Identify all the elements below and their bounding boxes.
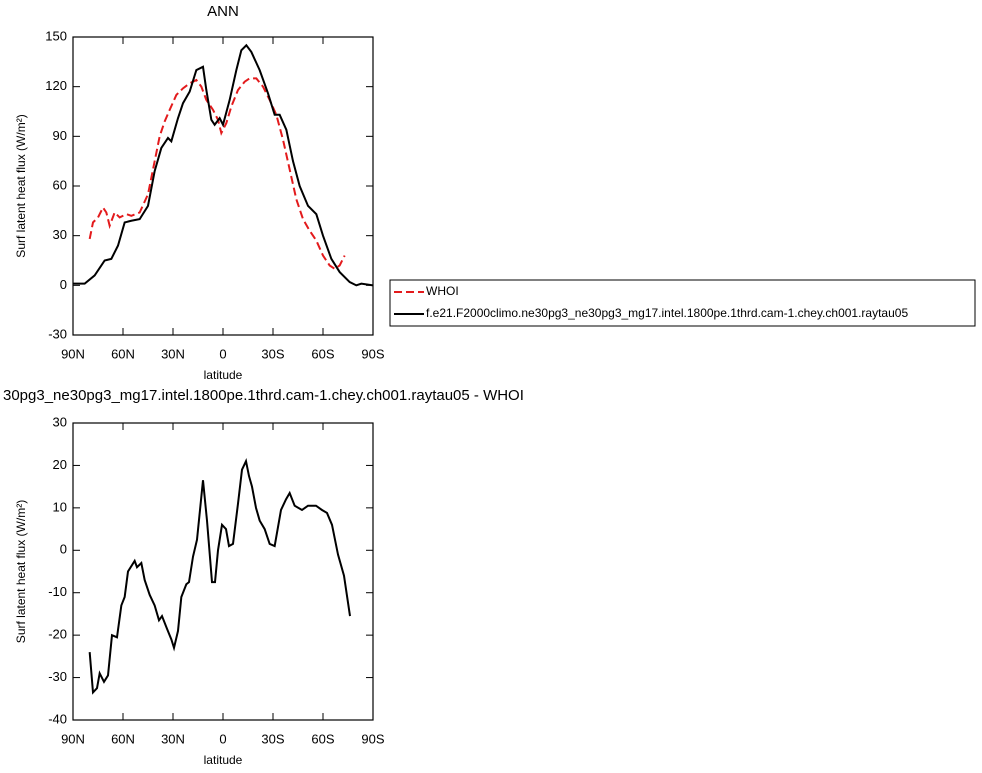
y-tick-label: 60: [53, 177, 67, 192]
x-tick-label: 0: [219, 731, 226, 746]
legend-label: WHOI: [426, 284, 459, 298]
y-tick-label: 30: [53, 414, 67, 429]
x-tick-label: 30S: [261, 346, 284, 361]
chart-title: ANN: [207, 3, 239, 20]
y-tick-label: -30: [48, 326, 67, 341]
y-tick-label: 90: [53, 128, 67, 143]
y-tick-label: 120: [45, 78, 67, 93]
data-line: [73, 43, 374, 287]
legend-box: [389, 279, 976, 327]
x-axis-label: latitude: [204, 368, 243, 382]
chart-title: 30pg3_ne30pg3_mg17.intel.1800pe.1thrd.ca…: [3, 387, 524, 404]
y-tick-label: 10: [53, 499, 67, 514]
x-tick-label: 0: [219, 346, 226, 361]
x-tick-label: 90N: [61, 346, 85, 361]
y-axis-label: Surf latent heat flux (W/m²): [14, 500, 28, 643]
x-tick-label: 30N: [161, 346, 185, 361]
x-tick-label: 30N: [161, 731, 185, 746]
y-tick-label: -40: [48, 711, 67, 726]
plot-frame: [72, 422, 374, 721]
y-tick-label: 150: [45, 28, 67, 43]
x-tick-label: 90S: [361, 346, 384, 361]
y-tick-label: -10: [48, 584, 67, 599]
x-tick-label: 60N: [111, 346, 135, 361]
y-tick-label: 0: [60, 542, 67, 557]
x-tick-label: 60S: [311, 731, 334, 746]
x-tick-label: 60N: [111, 731, 135, 746]
y-tick-label: 20: [53, 457, 67, 472]
data-line: [88, 77, 346, 270]
y-axis-label: Surf latent heat flux (W/m²): [14, 114, 28, 257]
y-tick-label: -30: [48, 669, 67, 684]
y-tick-label: 30: [53, 227, 67, 242]
x-tick-label: 60S: [311, 346, 334, 361]
legend-label: f.e21.F2000climo.ne30pg3_ne30pg3_mg17.in…: [426, 306, 908, 320]
y-tick-label: -20: [48, 627, 67, 642]
x-tick-label: 90S: [361, 731, 384, 746]
y-tick-label: 0: [60, 277, 67, 292]
plot-frame: [72, 36, 374, 336]
x-tick-label: 30S: [261, 731, 284, 746]
x-axis-label: latitude: [204, 753, 243, 767]
data-line: [88, 458, 351, 695]
x-tick-label: 90N: [61, 731, 85, 746]
